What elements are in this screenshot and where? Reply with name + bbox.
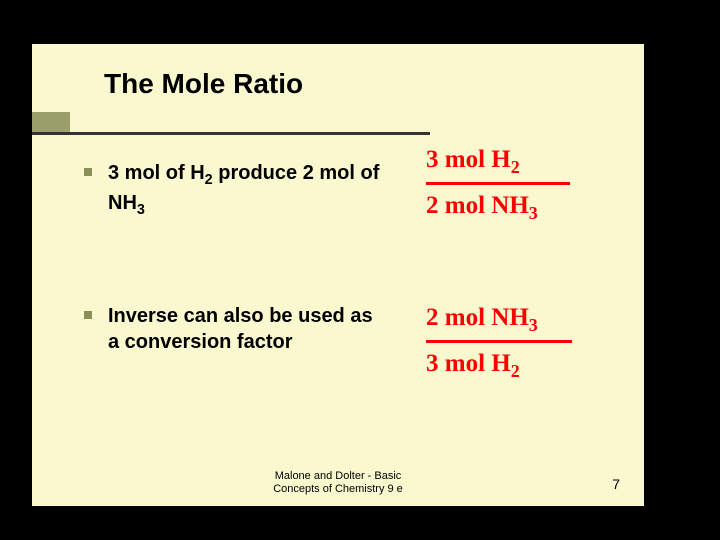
bullet-square-icon (84, 168, 92, 176)
footer-line-1: Malone and Dolter - Basic (32, 470, 644, 483)
mole-ratio-fraction-1: 3 mol H2 2 mol NH3 (426, 144, 570, 224)
bullet-text: Inverse can also be used as a conversion… (108, 303, 384, 355)
slide-footer: Malone and Dolter - Basic Concepts of Ch… (32, 470, 644, 496)
slide-canvas: The Mole Ratio 3 mol of H2 produce 2 mol… (32, 44, 644, 506)
mole-ratio-fraction-2: 2 mol NH3 3 mol H2 (426, 302, 572, 382)
bullet-text: 3 mol of H2 produce 2 mol of NH3 (108, 160, 384, 219)
slide-title: The Mole Ratio (104, 68, 303, 100)
fraction-bar (426, 340, 572, 343)
bullet-square-icon (84, 311, 92, 319)
bullet-list: 3 mol of H2 produce 2 mol of NH3 Inverse… (84, 160, 384, 439)
fraction-bar (426, 182, 570, 185)
footer-line-2: Concepts of Chemistry 9 e (32, 483, 644, 496)
fraction-denominator: 3 mol H2 (426, 348, 572, 383)
fraction-denominator: 2 mol NH3 (426, 190, 570, 225)
fraction-numerator: 2 mol NH3 (426, 302, 572, 337)
title-underline (32, 132, 430, 135)
fraction-numerator: 3 mol H2 (426, 144, 570, 179)
title-accent-block (32, 112, 70, 132)
page-number: 7 (612, 476, 620, 492)
title-block: The Mole Ratio (104, 68, 303, 100)
list-item: Inverse can also be used as a conversion… (84, 303, 384, 355)
list-item: 3 mol of H2 produce 2 mol of NH3 (84, 160, 384, 219)
